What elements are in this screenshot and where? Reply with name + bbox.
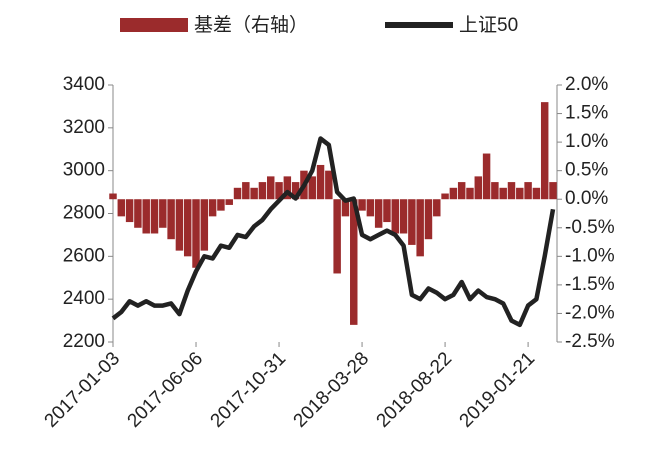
bar: [549, 182, 557, 200]
legend-swatch: [120, 18, 188, 32]
bar: [183, 199, 192, 257]
y2-tick-label: -2.5%: [565, 331, 615, 352]
bar: [350, 199, 358, 325]
bar: [499, 187, 507, 200]
bar: [341, 199, 350, 217]
bar: [250, 187, 258, 200]
bar: [175, 199, 184, 251]
y2-tick-label: 1.0%: [565, 131, 608, 152]
bar: [333, 199, 341, 274]
bar: [399, 199, 408, 234]
y-tick-label: 2800: [63, 203, 105, 224]
y2-tick-label: -1.5%: [565, 274, 615, 295]
legend-label: 上证50: [459, 14, 518, 36]
bar: [217, 199, 225, 211]
bar: [275, 182, 283, 200]
x-tick-label: 2017-06-06: [124, 348, 208, 432]
bar: [449, 187, 458, 200]
y2-tick-label: 0.5%: [565, 160, 608, 181]
bar: [109, 193, 117, 200]
bar: [283, 176, 292, 200]
y2-tick-label: 2.0%: [565, 74, 608, 95]
bar: [391, 199, 399, 234]
x-tick-label: 2018-03-28: [290, 348, 374, 432]
bar: [474, 176, 483, 200]
bar: [308, 176, 316, 200]
bar: [408, 199, 416, 245]
bar: [532, 187, 541, 200]
bar: [540, 102, 549, 200]
bar: [134, 199, 142, 228]
legend-label: 基差（右轴）: [194, 14, 308, 36]
bar: [374, 199, 383, 228]
y-tick-label: 3200: [63, 117, 105, 138]
bar: [233, 187, 242, 200]
bar: [482, 153, 491, 200]
bar: [225, 199, 233, 205]
x-tick-label: 2017-01-03: [40, 348, 124, 432]
y-tick-label: 2200: [63, 331, 105, 352]
bar: [457, 182, 466, 200]
x-tick-label: 2018-08-22: [373, 348, 457, 432]
bar: [192, 199, 200, 268]
y-tick-label: 2600: [63, 245, 105, 266]
y2-tick-label: 0.0%: [565, 188, 608, 209]
y2-tick-label: -0.5%: [565, 217, 615, 238]
bar: [433, 199, 441, 217]
bar: [208, 199, 217, 217]
bar: [258, 182, 267, 200]
bar: [125, 199, 134, 223]
bar: [416, 199, 424, 257]
bar: [441, 193, 449, 200]
line: [111, 136, 556, 328]
bar: [424, 199, 433, 240]
bar: [267, 176, 275, 200]
bar: [242, 182, 250, 200]
bar: [366, 199, 375, 217]
bar: [291, 182, 300, 200]
bar: [507, 182, 516, 200]
bar: [159, 199, 167, 228]
bar: [316, 164, 325, 200]
y2-tick-label: -1.0%: [565, 245, 615, 266]
x-tick-label: 2017-10-31: [207, 348, 291, 432]
y-tick-label: 2400: [63, 288, 105, 309]
bar: [358, 199, 366, 211]
bar: [524, 182, 532, 200]
bar: [117, 199, 126, 217]
x-tick-label: 2019-01-21: [456, 348, 540, 432]
y2-tick-label: 1.5%: [565, 103, 608, 124]
bar: [150, 199, 159, 234]
bar: [491, 182, 499, 200]
bar: [325, 170, 333, 200]
bar: [466, 187, 474, 200]
bar: [142, 199, 150, 234]
y-tick-label: 3000: [63, 160, 105, 181]
y-tick-label: 3400: [63, 74, 105, 95]
bar: [200, 199, 209, 251]
y2-tick-label: -2.0%: [565, 302, 615, 323]
bar: [383, 199, 391, 223]
bar: [167, 199, 175, 240]
bar: [516, 187, 524, 200]
